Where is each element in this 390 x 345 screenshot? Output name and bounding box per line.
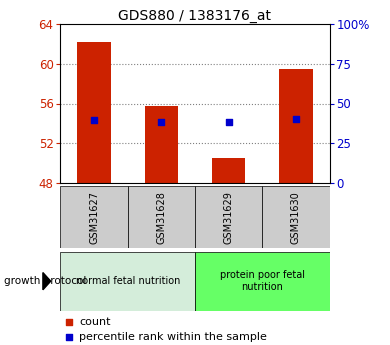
Text: GDS880 / 1383176_at: GDS880 / 1383176_at (119, 9, 271, 23)
Polygon shape (43, 273, 51, 290)
Point (91, 118, 97, 123)
Text: normal fetal nutrition: normal fetal nutrition (76, 276, 180, 286)
Bar (212, 158, 245, 183)
Text: GSM31627: GSM31627 (89, 191, 99, 244)
Text: GSM31628: GSM31628 (156, 191, 167, 244)
Text: growth protocol: growth protocol (4, 276, 86, 286)
Point (158, 120, 165, 125)
Text: GSM31629: GSM31629 (223, 191, 234, 244)
Bar (60, 186, 128, 248)
Bar (77, 42, 111, 183)
Point (66, 335, 72, 340)
Text: percentile rank within the sample: percentile rank within the sample (79, 332, 267, 342)
Text: protein poor fetal
nutrition: protein poor fetal nutrition (220, 270, 305, 292)
Bar (279, 69, 313, 183)
Point (225, 120, 232, 125)
Bar (60, 252, 195, 310)
Bar (145, 107, 178, 183)
Bar (262, 186, 330, 248)
Bar (128, 186, 195, 248)
Point (66, 319, 72, 324)
Bar (195, 186, 262, 248)
Point (293, 117, 299, 122)
Text: count: count (79, 317, 111, 327)
Text: GSM31630: GSM31630 (291, 191, 301, 244)
Bar (195, 252, 330, 310)
